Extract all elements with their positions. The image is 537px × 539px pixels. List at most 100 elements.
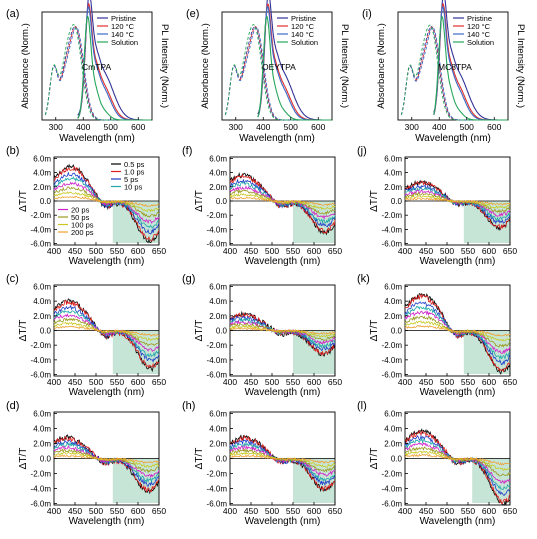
y-tick-label: -4.0m: [207, 225, 228, 234]
spectrum-200ps: [230, 454, 336, 464]
x-tick-label: 500: [89, 246, 103, 256]
x-tick-label: 500: [104, 122, 118, 132]
panel-letter: (i): [362, 8, 372, 20]
y-axis-title: ΔT/T: [369, 448, 380, 470]
x-axis-title: Wavelength (nm): [420, 516, 496, 527]
legend-entry: 140 °C: [291, 30, 315, 39]
y-axis-title: ΔT/T: [369, 320, 380, 342]
y-tick-label: 6.0m: [209, 410, 227, 419]
x-axis-title: Wavelength (nm): [239, 133, 315, 144]
y-tick-label: 0.0: [391, 327, 403, 336]
y-axis-title-right: PL Intensity (Norm.): [515, 24, 526, 108]
x-tick-label: 450: [244, 506, 258, 516]
y-tick-label: -6.0m: [207, 500, 228, 509]
legend-entry: Pristine: [291, 14, 316, 23]
ta-panel-j: 400 450 500 550 600 650 6.0m 4.0m 2.0m 0.0 -2.0m -4…: [357, 145, 517, 267]
x-axis-title: Wavelength (nm): [245, 387, 321, 398]
x-tick-label: 500: [440, 377, 454, 387]
spectrum-10ps: [404, 293, 511, 373]
plot-frame: [397, 11, 509, 121]
x-axis-title: Wavelength (nm): [69, 256, 145, 267]
y-axis-title: ΔT/T: [18, 190, 29, 212]
legend-entry: 100 ps: [71, 220, 94, 229]
y-axis-title: ΔT/T: [369, 190, 380, 212]
y-tick-label: -6.0m: [31, 371, 52, 380]
spectrum-5ps: [53, 304, 160, 363]
y-axis-title: ΔT/T: [194, 448, 205, 470]
panel-letter: (l): [357, 400, 367, 412]
spectrum-10ps: [53, 441, 160, 484]
x-tick-label: 450: [68, 377, 82, 387]
y-tick-label: -2.0m: [31, 211, 52, 220]
y-axis-title: ΔT/T: [18, 320, 29, 342]
y-tick-label: -2.0m: [207, 341, 228, 350]
spectrum-10ps: [229, 181, 336, 225]
legend-entry: 200 ps: [71, 228, 94, 237]
x-tick-label: 550: [286, 246, 300, 256]
legend-entry: 0.5 ps: [124, 160, 145, 169]
y-tick-label: -6.0m: [207, 240, 228, 249]
x-tick-label: 500: [265, 506, 279, 516]
spectrum-100ps: [53, 451, 160, 468]
x-tick-label: 500: [265, 377, 279, 387]
y-tick-label: -6.0m: [31, 500, 52, 509]
x-tick-label: 300: [405, 122, 419, 132]
x-tick-label: 550: [461, 246, 475, 256]
x-axis-title: Wavelength (nm): [415, 133, 491, 144]
x-axis-title: Wavelength (nm): [69, 516, 145, 527]
x-tick-label: 450: [68, 246, 82, 256]
x-tick-label: 550: [286, 377, 300, 387]
y-tick-label: 2.0m: [209, 440, 227, 449]
y-tick-label: 6.0m: [384, 154, 402, 163]
x-tick-label: 400: [223, 377, 237, 387]
x-tick-label: 450: [68, 506, 82, 516]
x-tick-label: 600: [482, 246, 496, 256]
x-tick-label: 600: [482, 377, 496, 387]
y-axis-title: ΔT/T: [194, 190, 205, 212]
y-tick-label: 6.0m: [33, 410, 51, 419]
legend-entry: 1.0 ps: [124, 167, 145, 176]
spectrum-100ps: [404, 320, 511, 342]
legend-entry: Solution: [111, 38, 138, 47]
x-tick-label: 550: [110, 246, 124, 256]
y-tick-label: 0.0: [40, 327, 52, 336]
x-tick-label: 450: [419, 377, 433, 387]
x-tick-label: 400: [398, 377, 412, 387]
x-tick-label: 500: [440, 246, 454, 256]
legend-entry: 120 °C: [111, 22, 135, 31]
legend-entry: Solution: [291, 38, 318, 47]
absorbance-curve-solution: [44, 24, 117, 121]
x-tick-label: 400: [398, 506, 412, 516]
spectrum-100ps: [229, 193, 336, 210]
y-tick-label: -6.0m: [31, 240, 52, 249]
y-tick-label: 0.0: [216, 455, 228, 464]
x-tick-label: 650: [152, 246, 166, 256]
y-axis-title-right: PL Intensity (Norm.): [159, 24, 170, 108]
y-tick-label: -4.0m: [207, 356, 228, 365]
x-tick-label: 450: [244, 246, 258, 256]
y-tick-label: 4.0m: [384, 297, 402, 306]
absorbance-curve-pristine: [400, 26, 473, 121]
spectrum-10ps: [405, 305, 511, 361]
x-tick-label: 600: [131, 506, 145, 516]
ta-panel-l: 400 450 500 550 600 650 6.0m 4.0m 2.0m 0.0 -2.0m -4…: [357, 400, 517, 527]
y-tick-label: 0.0: [391, 197, 403, 206]
y-axis-title: ΔT/T: [18, 448, 29, 470]
x-tick-label: 450: [419, 246, 433, 256]
y-tick-label: 0.0: [216, 197, 228, 206]
y-tick-label: 0.0: [216, 327, 228, 336]
legend-entry: 120 °C: [467, 22, 491, 31]
legend-entry: 20 ps: [71, 205, 90, 214]
panel-letter: (h): [182, 400, 195, 412]
y-tick-label: -2.0m: [382, 211, 403, 220]
y-axis-title-left: Absorbance (Norm.): [376, 23, 387, 109]
x-tick-label: 600: [131, 122, 145, 132]
y-axis-title-right: PL Intensity (Norm.): [339, 24, 350, 108]
y-tick-label: 2.0m: [384, 312, 402, 321]
absorbance-curve-120c: [400, 26, 473, 121]
panel-letter: (k): [357, 273, 370, 285]
x-tick-label: 400: [47, 246, 61, 256]
spectrum-05ps: [229, 310, 336, 357]
